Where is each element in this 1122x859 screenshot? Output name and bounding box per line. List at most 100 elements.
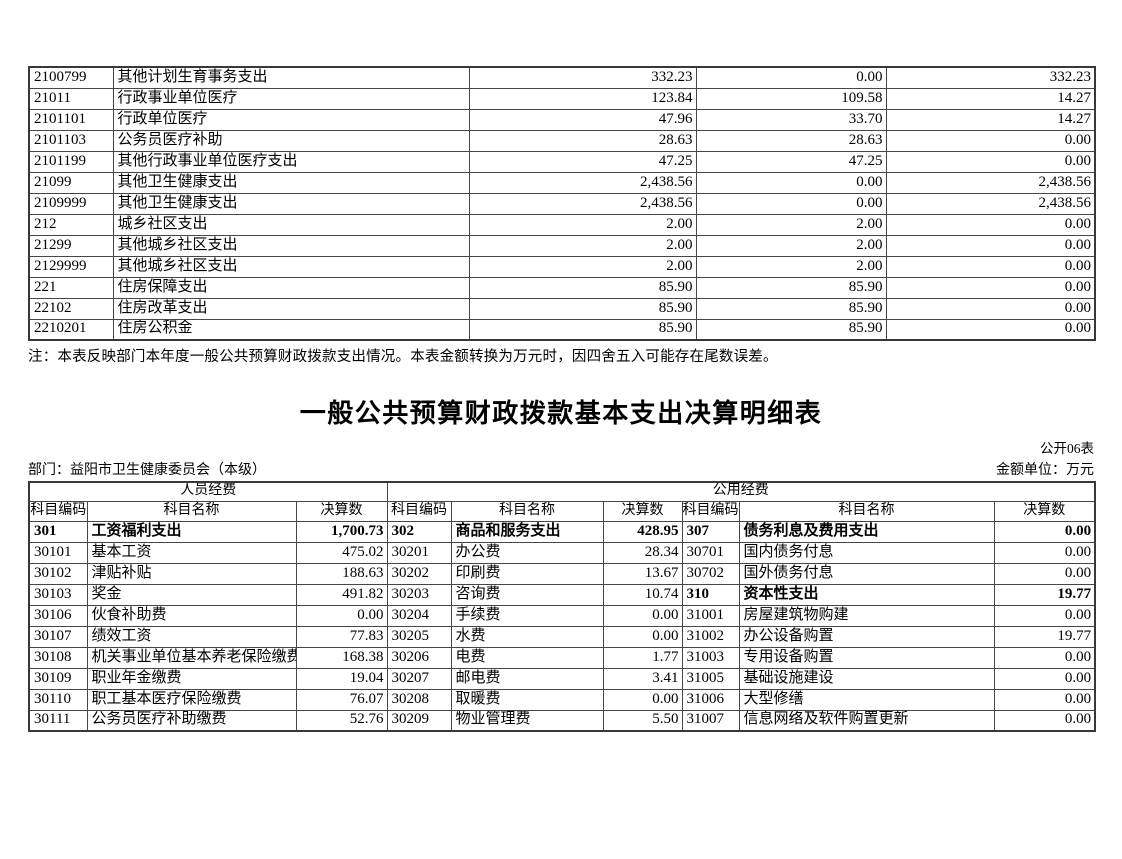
cell-c2: 302 xyxy=(386,520,452,543)
cell-name: 住房保障支出 xyxy=(112,276,470,299)
cell-n1: 职工基本医疗保险缴费 xyxy=(86,688,297,711)
cell-v3: 0.00 xyxy=(993,646,1096,669)
cell-v2: 0.00 xyxy=(695,66,887,89)
cell-v3: 0.00 xyxy=(885,297,1096,320)
cell-c2: 30204 xyxy=(386,604,452,627)
cell-v1: 19.04 xyxy=(295,667,388,690)
table-row: 2101101 行政单位医疗 47.96 33.70 14.27 xyxy=(28,108,1096,131)
cell-c2: 30205 xyxy=(386,625,452,648)
cell-name: 住房公积金 xyxy=(112,318,470,341)
cell-n2: 物业管理费 xyxy=(450,709,604,732)
col-header-code-1: 科目编码 xyxy=(28,500,88,522)
cell-c3: 30702 xyxy=(681,562,740,585)
col-header-code-3: 科目编码 xyxy=(681,500,740,522)
cell-n2: 咨询费 xyxy=(450,583,604,606)
table-row: 22102 住房改革支出 85.90 85.90 0.00 xyxy=(28,297,1096,320)
cell-code: 21299 xyxy=(28,234,114,257)
cell-v2: 33.70 xyxy=(695,108,887,131)
table-row: 2129999 其他城乡社区支出 2.00 2.00 0.00 xyxy=(28,255,1096,278)
table-row: 30101 基本工资 475.02 30201 办公费 28.34 30701 国内债务付息 0… xyxy=(28,541,1096,564)
cell-code: 21099 xyxy=(28,171,114,194)
cell-c2: 30202 xyxy=(386,562,452,585)
cell-v3: 0.00 xyxy=(885,276,1096,299)
cell-v1: 47.25 xyxy=(468,150,697,173)
cell-n2: 水费 xyxy=(450,625,604,648)
table-row: 30106 伙食补助费 0.00 30204 手续费 0.00 31001 房屋建筑物购建 0.… xyxy=(28,604,1096,627)
cell-v2: 47.25 xyxy=(695,150,887,173)
cell-code: 221 xyxy=(28,276,114,299)
cell-c3: 31007 xyxy=(681,709,740,732)
cell-name: 其他城乡社区支出 xyxy=(112,255,470,278)
cell-v2: 2.00 xyxy=(695,234,887,257)
cell-v1: 28.63 xyxy=(468,129,697,152)
cell-n1: 津贴补贴 xyxy=(86,562,297,585)
cell-code: 22102 xyxy=(28,297,114,320)
table-row: 2101103 公务员医疗补助 28.63 28.63 0.00 xyxy=(28,129,1096,152)
cell-v3: 0.00 xyxy=(885,213,1096,236)
cell-v3: 0.00 xyxy=(993,709,1096,732)
cell-v3: 0.00 xyxy=(993,541,1096,564)
cell-v2: 13.67 xyxy=(602,562,683,585)
cell-c3: 31005 xyxy=(681,667,740,690)
table-row: 2210201 住房公积金 85.90 85.90 0.00 xyxy=(28,318,1096,341)
detail-table-body: 301 工资福利支出 1,700.73 302 商品和服务支出 428.95 307 债务利息… xyxy=(28,520,1096,732)
table-row: 30102 津贴补贴 188.63 30202 印刷费 13.67 30702 国外债务付息 0… xyxy=(28,562,1096,585)
cell-v1: 2.00 xyxy=(468,234,697,257)
cell-v2: 0.00 xyxy=(602,604,683,627)
cell-c1: 30102 xyxy=(28,562,88,585)
cell-v1: 2,438.56 xyxy=(468,192,697,215)
cell-v2: 0.00 xyxy=(695,171,887,194)
cell-v3: 14.27 xyxy=(885,108,1096,131)
column-header-row: 科目编码 科目名称 决算数 科目编码 科目名称 决算数 科目编码 科目名称 决算… xyxy=(28,500,1096,522)
table-row: 30103 奖金 491.82 30203 咨询费 10.74 310 资本性支出 19.77 xyxy=(28,583,1096,606)
col-header-value-1: 决算数 xyxy=(295,500,388,522)
cell-n3: 大型修缮 xyxy=(738,688,995,711)
cell-v3: 2,438.56 xyxy=(885,171,1096,194)
table-row: 30107 绩效工资 77.83 30205 水费 0.00 31002 办公设备购置 19.7… xyxy=(28,625,1096,648)
cell-v3: 0.00 xyxy=(993,667,1096,690)
cell-v2: 2.00 xyxy=(695,213,887,236)
cell-v1: 85.90 xyxy=(468,297,697,320)
cell-v1: 475.02 xyxy=(295,541,388,564)
cell-c1: 301 xyxy=(28,520,88,543)
cell-n2: 取暖费 xyxy=(450,688,604,711)
cell-name: 其他卫生健康支出 xyxy=(112,192,470,215)
table-row: 30109 职业年金缴费 19.04 30207 邮电费 3.41 31005 基础设施建设 0… xyxy=(28,667,1096,690)
cell-n1: 工资福利支出 xyxy=(86,520,297,543)
col-header-value-3: 决算数 xyxy=(993,500,1096,522)
cell-v2: 28.63 xyxy=(695,129,887,152)
cell-v3: 0.00 xyxy=(885,129,1096,152)
cell-code: 2109999 xyxy=(28,192,114,215)
cell-v3: 0.00 xyxy=(993,688,1096,711)
group-header-row: 人员经费 公用经费 xyxy=(28,481,1096,502)
cell-c3: 31006 xyxy=(681,688,740,711)
cell-c2: 30201 xyxy=(386,541,452,564)
cell-c1: 30103 xyxy=(28,583,88,606)
table-row: 2101199 其他行政事业单位医疗支出 47.25 47.25 0.00 xyxy=(28,150,1096,173)
top-table-body: 2100799 其他计划生育事务支出 332.23 0.00 332.23 21011 行政… xyxy=(28,66,1096,341)
cell-n3: 国内债务付息 xyxy=(738,541,995,564)
cell-n3: 债务利息及费用支出 xyxy=(738,520,995,543)
table-row: 221 住房保障支出 85.90 85.90 0.00 xyxy=(28,276,1096,299)
cell-v3: 0.00 xyxy=(885,318,1096,341)
table-row: 2100799 其他计划生育事务支出 332.23 0.00 332.23 xyxy=(28,66,1096,89)
cell-v3: 0.00 xyxy=(993,520,1096,543)
table-number: 公开06表 xyxy=(1040,441,1094,456)
cell-c3: 310 xyxy=(681,583,740,606)
col-header-name-3: 科目名称 xyxy=(738,500,995,522)
table-row: 30110 职工基本医疗保险缴费 76.07 30208 取暖费 0.00 31006 大型修… xyxy=(28,688,1096,711)
group-header-public: 公用经费 xyxy=(386,481,1096,502)
cell-v1: 332.23 xyxy=(468,66,697,89)
cell-v3: 332.23 xyxy=(885,66,1096,89)
cell-v2: 109.58 xyxy=(695,87,887,110)
cell-c3: 307 xyxy=(681,520,740,543)
cell-v1: 491.82 xyxy=(295,583,388,606)
cell-code: 21011 xyxy=(28,87,114,110)
table-row: 301 工资福利支出 1,700.73 302 商品和服务支出 428.95 307 债务利息… xyxy=(28,520,1096,543)
cell-code: 2210201 xyxy=(28,318,114,341)
table-row: 212 城乡社区支出 2.00 2.00 0.00 xyxy=(28,213,1096,236)
cell-code: 2101101 xyxy=(28,108,114,131)
cell-code: 2101103 xyxy=(28,129,114,152)
cell-c1: 30111 xyxy=(28,709,88,732)
cell-v1: 85.90 xyxy=(468,318,697,341)
